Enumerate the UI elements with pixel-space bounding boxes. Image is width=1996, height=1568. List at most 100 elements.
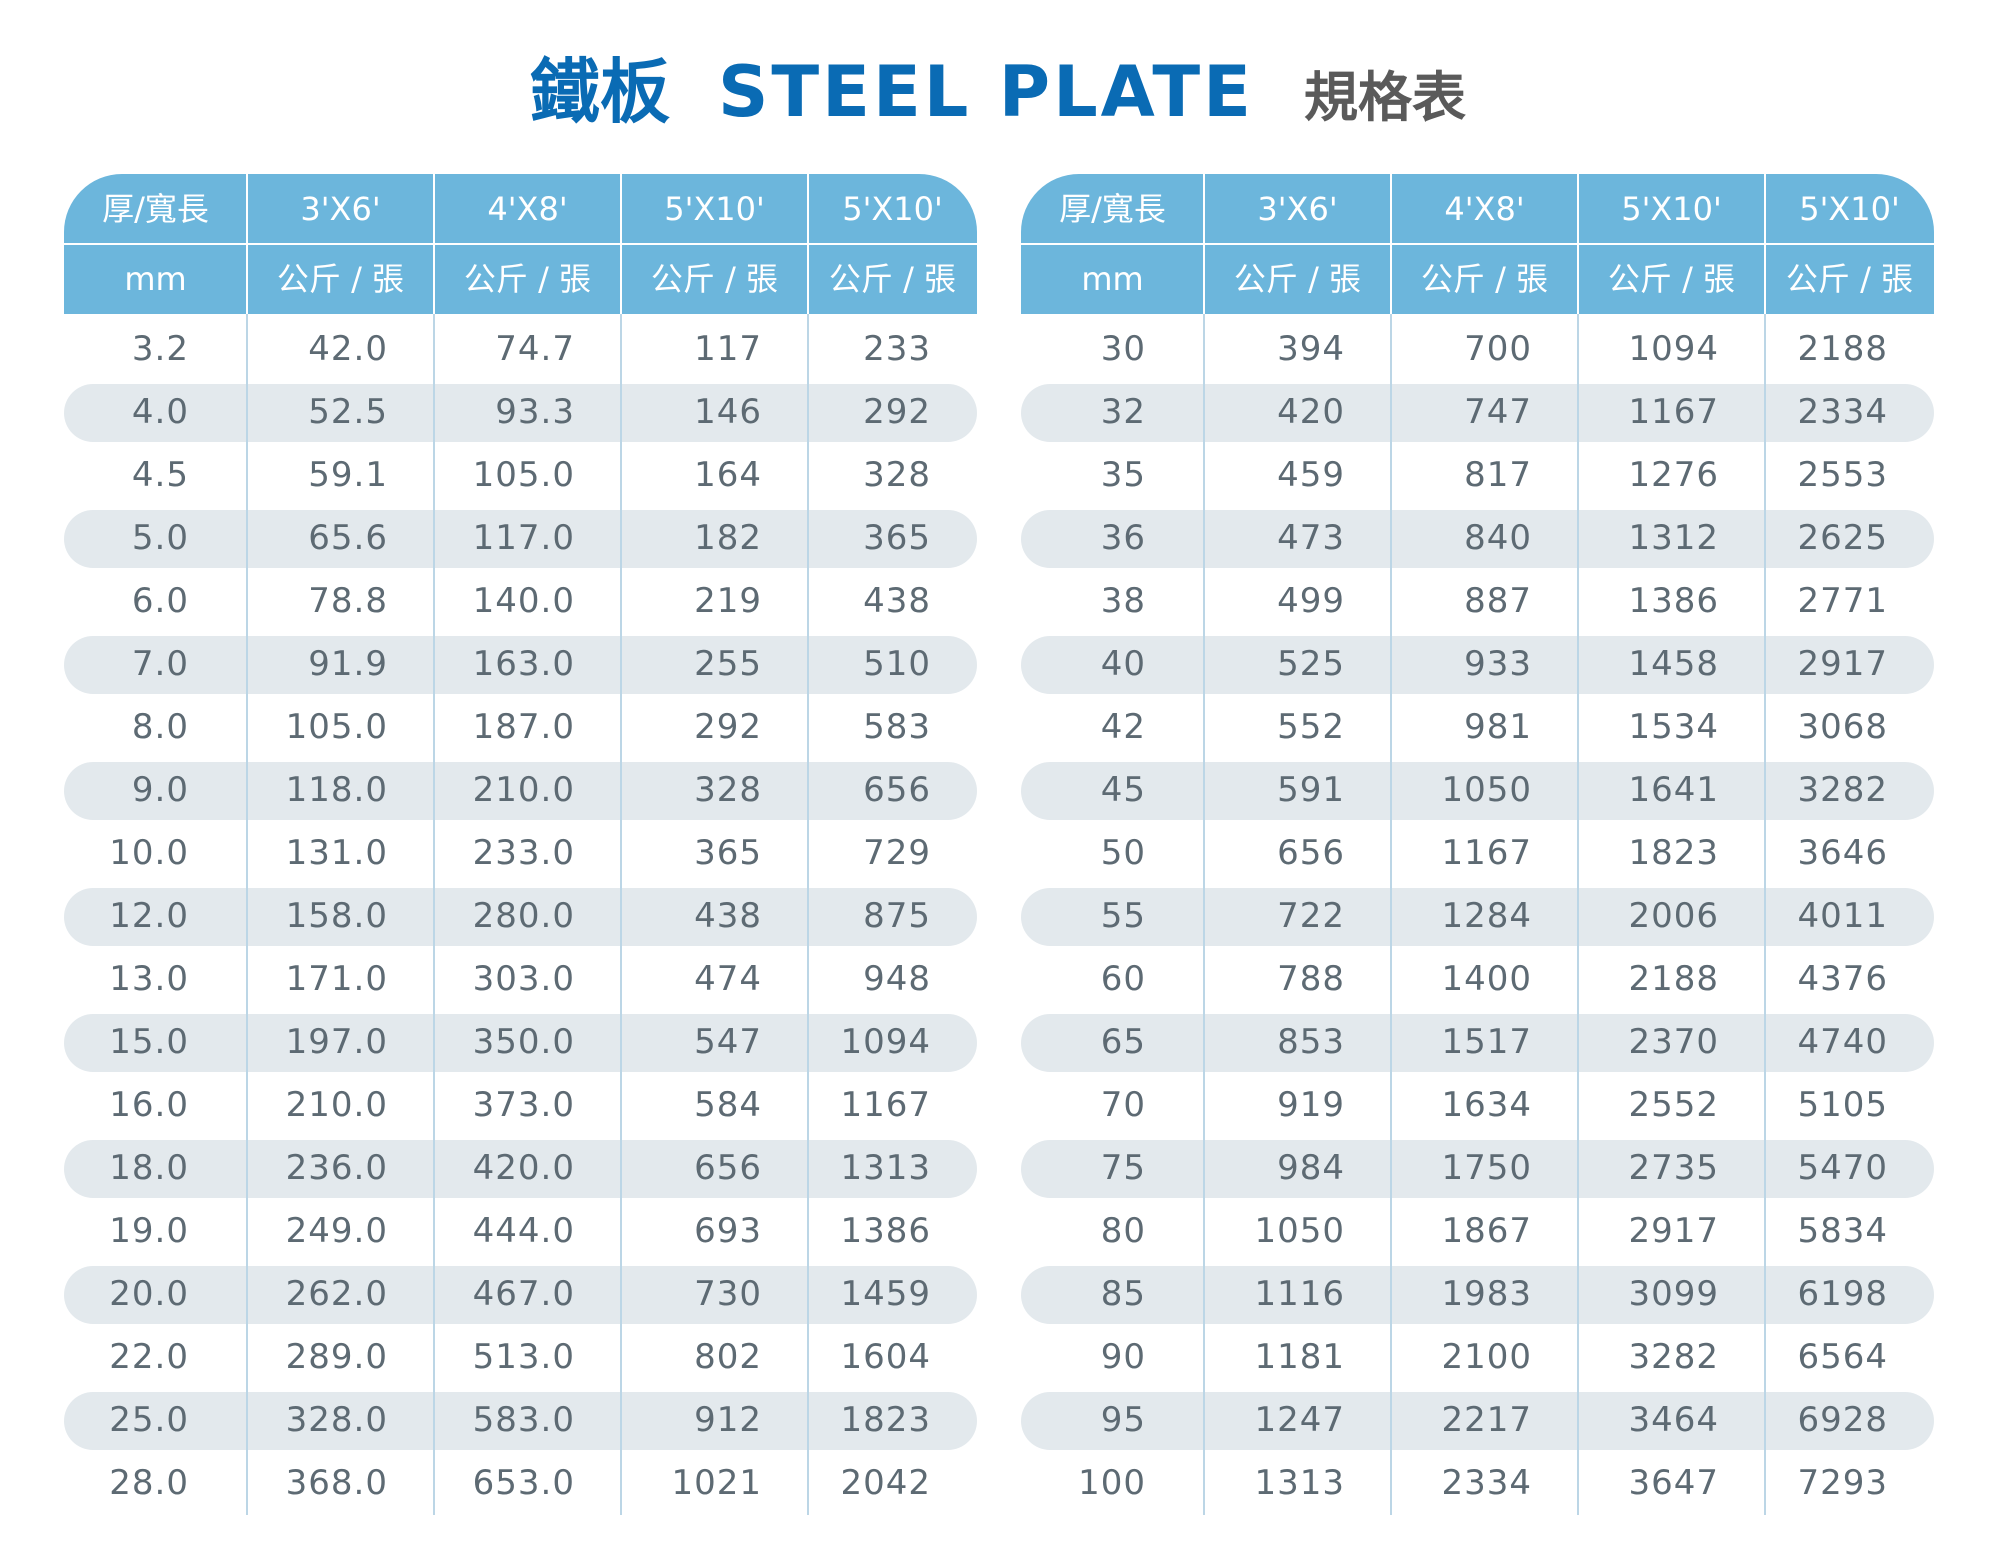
title-english: STEEL PLATE: [718, 51, 1254, 133]
row-stripe: [1021, 510, 1934, 568]
weight-cell: 729: [863, 833, 931, 873]
thickness-cell: 70: [1100, 1085, 1146, 1125]
table-row: 18.0 236.0 420.0 656 1313: [64, 1137, 977, 1200]
weight-cell: 474: [694, 959, 762, 999]
weight-cell: 513.0: [472, 1337, 575, 1377]
weight-cell: 875: [863, 896, 931, 936]
header-column-divider: [433, 174, 435, 314]
table-row: 95 1247 2217 3464 6928: [1021, 1389, 1934, 1452]
weight-cell: 3282: [1628, 1337, 1719, 1377]
column-header: 5'X10': [1799, 190, 1900, 228]
weight-cell: 853: [1277, 1022, 1345, 1062]
column-header: 5'X10': [1621, 190, 1722, 228]
column-divider: [620, 314, 622, 1515]
weight-cell: 887: [1464, 581, 1532, 621]
weight-cell: 5470: [1797, 1148, 1888, 1188]
header-divider: [1021, 243, 1934, 245]
weight-cell: 158.0: [285, 896, 388, 936]
weight-cell: 262.0: [285, 1274, 388, 1314]
weight-cell: 3068: [1797, 707, 1888, 747]
weight-cell: 328: [863, 455, 931, 495]
weight-cell: 249.0: [285, 1211, 388, 1251]
weight-cell: 4376: [1797, 959, 1888, 999]
weight-cell: 656: [694, 1148, 762, 1188]
column-unit: 公斤 / 張: [828, 260, 957, 298]
thickness-cell: 22.0: [109, 1337, 189, 1377]
weight-cell: 1050: [1441, 770, 1532, 810]
weight-cell: 420.0: [472, 1148, 575, 1188]
thickness-cell: 25.0: [109, 1400, 189, 1440]
weight-cell: 140.0: [472, 581, 575, 621]
table-row: 35 459 817 1276 2553: [1021, 444, 1934, 507]
thickness-cell: 9.0: [131, 770, 189, 810]
thickness-cell: 13.0: [109, 959, 189, 999]
column-divider: [1764, 314, 1766, 1515]
weight-cell: 552: [1277, 707, 1345, 747]
weight-cell: 802: [694, 1337, 762, 1377]
weight-cell: 2735: [1628, 1148, 1719, 1188]
header-column-divider: [246, 174, 248, 314]
table-row: 20.0 262.0 467.0 730 1459: [64, 1263, 977, 1326]
weight-cell: 373.0: [472, 1085, 575, 1125]
header-row-size: 厚/寬長 3'X6' 4'X8' 5'X10' 5'X10': [64, 174, 977, 244]
table-row: 13.0 171.0 303.0 474 948: [64, 948, 977, 1011]
thickness-cell: 38: [1100, 581, 1146, 621]
weight-cell: 2917: [1628, 1211, 1719, 1251]
spec-table-left: 厚/寬長 3'X6' 4'X8' 5'X10' 5'X10' mm 公斤 / 張 公斤 / 張…: [64, 174, 977, 1515]
table-row: 38 499 887 1386 2771: [1021, 570, 1934, 633]
weight-cell: 4011: [1797, 896, 1888, 936]
weight-cell: 5105: [1797, 1085, 1888, 1125]
column-header: 3'X6': [1257, 190, 1338, 228]
spec-table-right: 厚/寬長 3'X6' 4'X8' 5'X10' 5'X10' mm 公斤 / 張 公斤 / 張…: [1021, 174, 1934, 1515]
row-stripe: [64, 1266, 977, 1324]
table-row: 42 552 981 1534 3068: [1021, 696, 1934, 759]
weight-cell: 1181: [1254, 1337, 1345, 1377]
weight-cell: 197.0: [285, 1022, 388, 1062]
thickness-cell: 18.0: [109, 1148, 189, 1188]
row-stripe: [64, 636, 977, 694]
weight-cell: 933: [1464, 644, 1532, 684]
weight-cell: 510: [863, 644, 931, 684]
table-row: 25.0 328.0 583.0 912 1823: [64, 1389, 977, 1452]
weight-cell: 1167: [840, 1085, 931, 1125]
weight-cell: 1312: [1628, 518, 1719, 558]
weight-cell: 1386: [1628, 581, 1719, 621]
weight-cell: 948: [863, 959, 931, 999]
table-row: 3.2 42.0 74.7 117 233: [64, 318, 977, 381]
column-header: 厚/寬長: [102, 190, 209, 228]
weight-cell: 2217: [1441, 1400, 1532, 1440]
page-title: 鐵板 STEEL PLATE 規格表: [0, 52, 1996, 151]
weight-cell: 467.0: [472, 1274, 575, 1314]
column-unit: 公斤 / 張: [276, 260, 405, 298]
weight-cell: 2188: [1628, 959, 1719, 999]
weight-cell: 3646: [1797, 833, 1888, 873]
weight-cell: 1116: [1254, 1274, 1345, 1314]
header-row-size: 厚/寬長 3'X6' 4'X8' 5'X10' 5'X10': [1021, 174, 1934, 244]
weight-cell: 1313: [840, 1148, 931, 1188]
thickness-cell: 5.0: [131, 518, 189, 558]
weight-cell: 171.0: [285, 959, 388, 999]
column-divider: [1390, 314, 1392, 1515]
column-header: 4'X8': [1444, 190, 1525, 228]
weight-cell: 6198: [1797, 1274, 1888, 1314]
weight-cell: 420: [1277, 392, 1345, 432]
weight-cell: 6564: [1797, 1337, 1888, 1377]
table-row: 40 525 933 1458 2917: [1021, 633, 1934, 696]
table-row: 55 722 1284 2006 4011: [1021, 885, 1934, 948]
weight-cell: 984: [1277, 1148, 1345, 1188]
table-row: 36 473 840 1312 2625: [1021, 507, 1934, 570]
weight-cell: 591: [1277, 770, 1345, 810]
thickness-cell: 4.5: [131, 455, 189, 495]
weight-cell: 59.1: [308, 455, 388, 495]
weight-cell: 444.0: [472, 1211, 575, 1251]
weight-cell: 105.0: [472, 455, 575, 495]
weight-cell: 1167: [1441, 833, 1532, 873]
table-header: 厚/寬長 3'X6' 4'X8' 5'X10' 5'X10' mm 公斤 / 張 公斤 / 張…: [1021, 174, 1934, 314]
weight-cell: 656: [1277, 833, 1345, 873]
weight-cell: 438: [863, 581, 931, 621]
table-row: 65 853 1517 2370 4740: [1021, 1011, 1934, 1074]
title-subtitle: 規格表: [1304, 66, 1466, 129]
weight-cell: 912: [694, 1400, 762, 1440]
weight-cell: 1641: [1628, 770, 1719, 810]
weight-cell: 233.0: [472, 833, 575, 873]
